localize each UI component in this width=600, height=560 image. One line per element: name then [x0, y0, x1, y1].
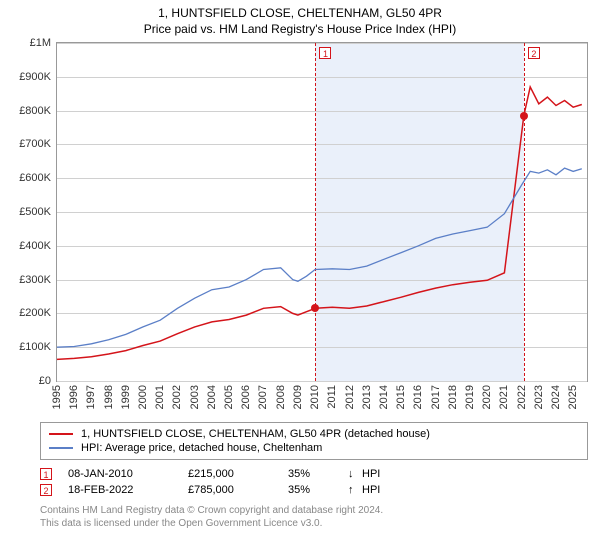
legend-item: HPI: Average price, detached house, Chel… — [49, 441, 579, 455]
x-axis-label: 2020 — [481, 385, 493, 409]
x-axis-label: 2016 — [412, 385, 424, 409]
x-axis-label: 2024 — [550, 385, 562, 409]
x-axis-label: 2015 — [395, 385, 407, 409]
sale-marker: 1 — [40, 468, 52, 480]
x-axis-label: 2023 — [533, 385, 545, 409]
legend-swatch — [49, 433, 73, 435]
x-axis-label: 1998 — [103, 385, 115, 409]
arrow-up-icon: ↑ — [348, 484, 362, 496]
x-axis-label: 1996 — [68, 385, 80, 409]
x-axis-label: 2009 — [292, 385, 304, 409]
sale-price: £785,000 — [188, 484, 288, 496]
y-axis-label: £800K — [19, 105, 51, 117]
legend-item: 1, HUNTSFIELD CLOSE, CHELTENHAM, GL50 4P… — [49, 427, 579, 441]
y-axis-label: £200K — [19, 307, 51, 319]
x-axis-label: 1997 — [85, 385, 97, 409]
legend-label: 1, HUNTSFIELD CLOSE, CHELTENHAM, GL50 4P… — [81, 428, 430, 440]
footer-attribution: Contains HM Land Registry data © Crown c… — [40, 504, 588, 530]
x-axis-label: 2001 — [154, 385, 166, 409]
gridline — [57, 381, 587, 382]
x-axis-label: 2007 — [257, 385, 269, 409]
x-axis-label: 2019 — [464, 385, 476, 409]
x-axis-label: 1995 — [51, 385, 63, 409]
x-axis-label: 2014 — [378, 385, 390, 409]
y-axis-label: £300K — [19, 274, 51, 286]
sale-marker: 2 — [40, 484, 52, 496]
series-svg — [57, 43, 587, 381]
x-axis-label: 2010 — [309, 385, 321, 409]
sale-pct: 35% — [288, 484, 348, 496]
y-axis-label: £0 — [39, 375, 51, 387]
event-marker: 1 — [319, 47, 331, 59]
legend-label: HPI: Average price, detached house, Chel… — [81, 442, 322, 454]
sale-row: 2 18-FEB-2022£785,00035%↑HPI — [40, 482, 588, 498]
y-axis-label: £1M — [30, 37, 51, 49]
y-axis-label: £500K — [19, 206, 51, 218]
x-axis-label: 2021 — [498, 385, 510, 409]
x-axis-label: 2008 — [275, 385, 287, 409]
sale-row: 1 08-JAN-2010£215,00035%↓HPI — [40, 466, 588, 482]
legend: 1, HUNTSFIELD CLOSE, CHELTENHAM, GL50 4P… — [40, 422, 588, 460]
y-axis-label: £100K — [19, 341, 51, 353]
sale-price: £215,000 — [188, 468, 288, 480]
legend-swatch — [49, 447, 73, 449]
sale-date: 08-JAN-2010 — [68, 468, 188, 480]
x-axis-label: 2005 — [223, 385, 235, 409]
sale-date: 18-FEB-2022 — [68, 484, 188, 496]
chart-container: 1, HUNTSFIELD CLOSE, CHELTENHAM, GL50 4P… — [0, 0, 600, 560]
y-axis-label: £400K — [19, 240, 51, 252]
x-axis-label: 2017 — [430, 385, 442, 409]
plot-area: £0£100K£200K£300K£400K£500K£600K£700K£80… — [56, 42, 588, 382]
x-axis-label: 2025 — [567, 385, 579, 409]
chart-title-line2: Price paid vs. HM Land Registry's House … — [0, 20, 600, 42]
arrow-down-icon: ↓ — [348, 468, 362, 480]
footer-line2: This data is licensed under the Open Gov… — [40, 517, 588, 530]
event-dot — [311, 304, 319, 312]
x-axis-label: 2002 — [171, 385, 183, 409]
x-axis-label: 2013 — [361, 385, 373, 409]
y-axis-label: £900K — [19, 71, 51, 83]
y-axis-label: £700K — [19, 138, 51, 150]
x-axis-label: 1999 — [120, 385, 132, 409]
x-axis-label: 2004 — [206, 385, 218, 409]
sales-table: 1 08-JAN-2010£215,00035%↓HPI 2 18-FEB-2022£… — [40, 466, 588, 498]
x-axis-label: 2012 — [344, 385, 356, 409]
event-marker: 2 — [528, 47, 540, 59]
sale-hpi-label: HPI — [362, 468, 380, 480]
y-axis-label: £600K — [19, 172, 51, 184]
event-dot — [520, 112, 528, 120]
x-axis-label: 2018 — [447, 385, 459, 409]
x-axis-label: 2022 — [516, 385, 528, 409]
x-axis-label: 2000 — [137, 385, 149, 409]
x-axis-label: 2006 — [240, 385, 252, 409]
x-axis-label: 2003 — [189, 385, 201, 409]
series-price_paid — [57, 87, 582, 360]
sale-pct: 35% — [288, 468, 348, 480]
series-hpi — [57, 168, 582, 347]
footer-line1: Contains HM Land Registry data © Crown c… — [40, 504, 588, 517]
x-axis-label: 2011 — [326, 385, 338, 409]
sale-hpi-label: HPI — [362, 484, 380, 496]
chart-title-line1: 1, HUNTSFIELD CLOSE, CHELTENHAM, GL50 4P… — [0, 0, 600, 20]
